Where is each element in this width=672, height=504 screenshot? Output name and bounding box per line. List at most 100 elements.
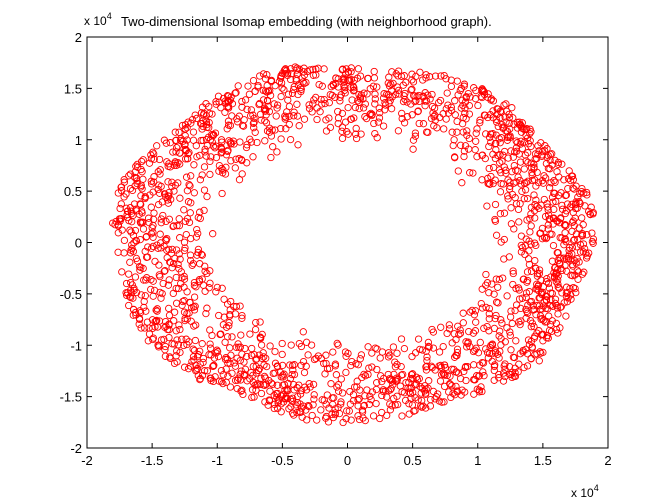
scatter-point: [476, 116, 484, 124]
scatter-point: [279, 398, 288, 406]
scatter-point: [539, 283, 548, 291]
scatter-point: [266, 342, 274, 350]
scatter-point: [189, 353, 198, 361]
scatter-point: [504, 154, 512, 162]
scatter-point: [522, 293, 530, 302]
scatter-point: [219, 371, 227, 379]
scatter-point: [172, 148, 180, 156]
scatter-point: [440, 71, 448, 80]
scatter-point: [317, 354, 325, 363]
scatter-point: [161, 352, 170, 360]
scatter-point: [270, 404, 278, 413]
scatter-point: [349, 397, 358, 405]
scatter-point: [352, 134, 361, 143]
scatter-point: [277, 92, 285, 101]
scatter-point: [145, 330, 154, 338]
scatter-point: [144, 214, 153, 222]
scatter-point: [477, 299, 485, 308]
scatter-point: [471, 307, 480, 315]
scatter-point: [187, 172, 195, 180]
scatter-point: [252, 362, 260, 371]
scatter-point: [312, 65, 320, 73]
scatter-point: [170, 161, 179, 170]
scatter-point: [452, 335, 460, 344]
scatter-point: [419, 76, 427, 84]
scatter-point: [519, 275, 527, 284]
scatter-point: [487, 138, 495, 146]
scatter-point: [312, 354, 320, 363]
scatter-point: [180, 296, 188, 305]
scatter-point: [163, 158, 171, 166]
scatter-point: [143, 318, 152, 326]
scatter-point: [476, 119, 484, 127]
scatter-point: [402, 78, 410, 87]
scatter-point: [202, 135, 211, 144]
scatter-point: [443, 371, 451, 380]
scatter-point: [174, 179, 182, 187]
scatter-point: [226, 306, 234, 314]
scatter-point: [397, 335, 406, 343]
scatter-point: [253, 138, 261, 147]
scatter-point: [209, 142, 218, 150]
scatter-point: [215, 161, 224, 170]
y-tick-label: -0.5: [60, 287, 82, 302]
scatter-point: [196, 375, 204, 384]
scatter-point: [151, 317, 159, 326]
scatter-point: [206, 170, 214, 179]
scatter-point: [182, 173, 191, 181]
scatter-point: [540, 316, 548, 324]
scatter-point: [283, 71, 292, 80]
y-tick-label: -1: [70, 338, 82, 353]
scatter-point: [482, 130, 490, 138]
scatter-point: [500, 163, 508, 171]
scatter-point: [120, 249, 128, 257]
y-tick-label: 0.5: [64, 184, 82, 199]
scatter-point: [321, 99, 329, 108]
scatter-point: [183, 340, 191, 349]
scatter-point: [533, 301, 541, 310]
scatter-point: [445, 321, 453, 329]
scatter-point: [200, 367, 209, 375]
scatter-point: [574, 193, 582, 201]
scatter-point: [271, 369, 279, 377]
scatter-point: [310, 355, 319, 364]
scatter-point: [531, 214, 539, 222]
scatter-point: [550, 269, 558, 277]
scatter-point: [132, 254, 141, 263]
scatter-point: [117, 183, 125, 191]
scatter-point: [206, 340, 214, 348]
scatter-point: [462, 93, 470, 101]
scatter-point: [193, 153, 201, 161]
scatter-point: [215, 377, 223, 385]
scatter-point: [514, 205, 523, 214]
scatter-point: [177, 134, 185, 143]
scatter-point: [387, 384, 395, 393]
scatter-point: [213, 346, 221, 354]
scatter-point: [505, 362, 514, 371]
scatter-point: [126, 226, 134, 234]
scatter-point: [109, 219, 117, 227]
scatter-point: [456, 326, 464, 334]
scatter-point: [120, 236, 129, 245]
scatter-point: [231, 310, 240, 318]
scatter-point: [237, 387, 245, 395]
scatter-point: [177, 268, 185, 276]
scatter-point: [289, 366, 297, 374]
scatter-point: [507, 204, 515, 212]
scatter-point: [168, 182, 176, 191]
scatter-point: [588, 237, 597, 246]
scatter-point: [407, 100, 415, 108]
scatter-point: [330, 394, 338, 402]
scatter-point: [143, 274, 151, 282]
scatter-point: [561, 229, 569, 237]
scatter-point: [485, 310, 493, 318]
scatter-point: [487, 172, 495, 181]
scatter-point: [439, 342, 447, 351]
scatter-point: [572, 198, 580, 206]
scatter-point: [188, 304, 196, 312]
scatter-point: [375, 104, 383, 112]
scatter-point: [414, 107, 422, 116]
scatter-point: [386, 351, 394, 359]
scatter-point: [188, 261, 196, 269]
